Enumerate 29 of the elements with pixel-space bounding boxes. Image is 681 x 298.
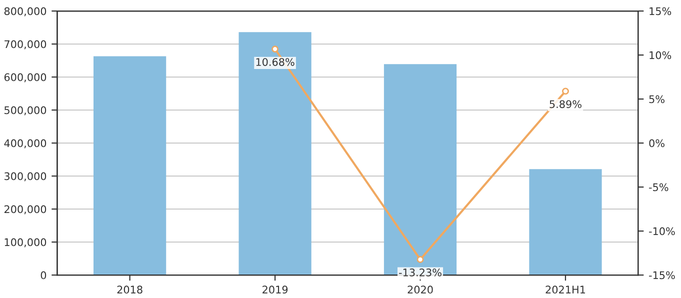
y-tick-label: 100,000 [4,238,46,248]
y-tick-label: 400,000 [4,139,46,148]
y2-tick-label: -10% [649,227,675,236]
bar [94,56,166,276]
data-label: 10.68% [256,58,294,66]
data-label: 5.89% [550,100,582,108]
bar [529,169,602,276]
x-tick-label: 2020 [408,286,433,294]
y2-tick-label: 10% [650,51,672,60]
y-tick-label: 200,000 [4,205,46,214]
y2-tick-label: 15% [650,7,672,16]
x-tick-label: 2019 [262,286,288,294]
point [562,88,569,95]
x-tick-label: 2018 [117,286,142,294]
x-tick-label: 2021H1 [546,286,586,294]
point [272,46,279,53]
bar [238,32,312,276]
y2-tick-label: 5% [649,95,664,104]
y-tick-label: 800,000 [4,7,46,16]
y-tick-label: 0 [40,271,46,280]
y-tick-label: 300,000 [4,172,46,182]
y2-tick-label: -5% [649,183,668,192]
data-label: -13.23% [399,268,442,276]
point [416,256,424,263]
y-tick-label: 600,000 [4,73,46,82]
y2-tick-label: 0% [649,139,664,148]
y2-tick-label: -15% [649,271,675,280]
y-tick-label: 700,000 [4,40,46,50]
y-tick-label: 500,000 [4,106,46,116]
